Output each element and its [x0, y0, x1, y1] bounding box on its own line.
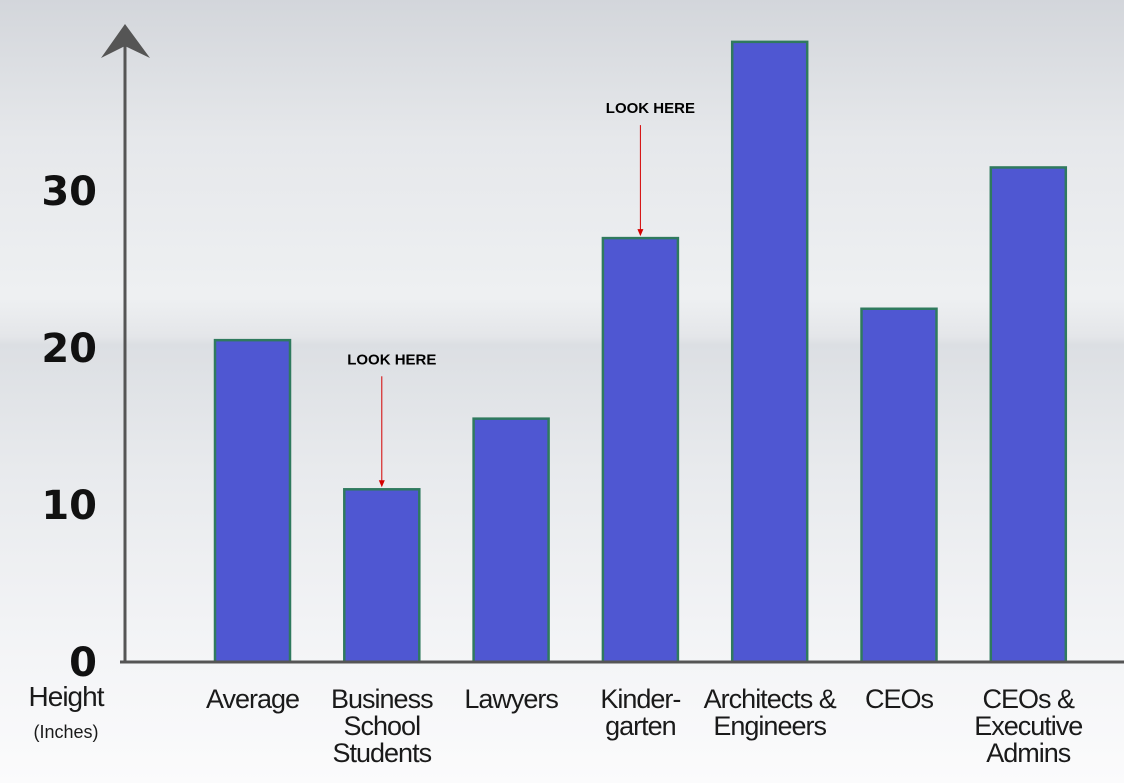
- y-tick-label-3: 30: [41, 169, 97, 215]
- y-tick-labels: 0 10 20 30: [41, 169, 97, 686]
- category-label-6: CEOs & Executive Admins: [974, 684, 1082, 768]
- axes: [101, 24, 1124, 664]
- bar-4: [730, 40, 809, 664]
- category-label-0: Average: [206, 684, 299, 714]
- annotation-label-1: LOOK HERE: [606, 100, 695, 117]
- category-label-2: Lawyers: [464, 684, 558, 714]
- bar-6: [989, 166, 1068, 664]
- bar-5: [860, 307, 938, 664]
- category-label-3: Kinder-garten: [600, 684, 680, 741]
- category-label-5: CEOs: [865, 684, 934, 714]
- annotations: LOOK HERE LOOK HERE: [347, 100, 695, 488]
- annotation-label-0: LOOK HERE: [347, 351, 436, 368]
- bar-2: [472, 417, 550, 664]
- bar-1: [343, 488, 421, 664]
- y-axis-label: Height: [29, 681, 105, 712]
- annotation-arrowhead-icon-0: [378, 480, 385, 488]
- annotation-arrowhead-icon-1: [637, 229, 644, 237]
- y-tick-label-0: 0: [69, 640, 97, 686]
- bar-3: [601, 236, 680, 664]
- bars: [213, 40, 1068, 664]
- y-tick-label-2: 20: [41, 326, 97, 372]
- category-label-4: Architects & Engineers: [704, 684, 837, 741]
- y-axis-arrow-icon: [101, 24, 150, 58]
- category-label-1: Business School Students: [331, 684, 433, 768]
- y-axis-unit-label: (Inches): [33, 722, 98, 742]
- y-tick-label-1: 10: [41, 483, 97, 529]
- bar-0: [213, 338, 292, 664]
- category-labels: Average Business School Students Lawyers Kind…: [206, 684, 1083, 768]
